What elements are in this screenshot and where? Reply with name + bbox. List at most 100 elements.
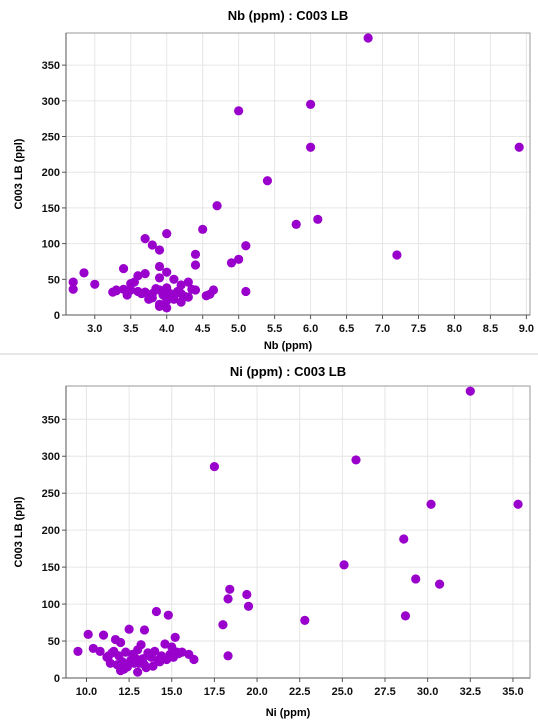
ni-x-tick-label: 22.5 (289, 686, 310, 698)
nb-data-point (363, 33, 373, 43)
nb-x-tick-label: 6.5 (339, 323, 354, 335)
nb-x-tick-label: 8.0 (447, 323, 462, 335)
ni-y-tick-label: 0 (54, 673, 60, 685)
nb-data-point (176, 297, 186, 307)
nb-x-tick-label: 7.0 (375, 323, 390, 335)
nb-data-point (172, 286, 183, 297)
nb-data-point (111, 285, 121, 295)
nb-y-tick-label: 50 (48, 274, 60, 286)
ni-data-point (339, 560, 349, 570)
ni-data-point (115, 637, 126, 648)
nb-data-point (198, 224, 208, 234)
ni-x-tick-label: 15.0 (161, 686, 182, 698)
nb-data-point (169, 274, 179, 284)
ni-data-point (300, 615, 310, 625)
ni-data-point (513, 499, 523, 509)
nb-data-point (190, 260, 201, 270)
nb-x-tick-label: 3.5 (123, 323, 138, 335)
nb-data-point (514, 142, 524, 152)
nb-y-tick-label: 300 (42, 96, 60, 108)
ni-data-point (218, 620, 228, 630)
nb-data-point (147, 240, 157, 250)
nb-data-point (162, 303, 172, 313)
nb-data-point (392, 250, 402, 260)
ni-y-tick-label: 350 (42, 414, 60, 426)
ni-plot-frame (65, 385, 531, 679)
nb-data-point (154, 261, 165, 272)
nb-y-tick-label: 250 (42, 132, 60, 144)
ni-data-point (242, 589, 252, 600)
nb-data-point (313, 214, 323, 224)
ni-y-tick-label: 50 (48, 636, 60, 648)
nb-data-point (262, 176, 273, 186)
nb-data-point (205, 289, 215, 299)
ni-data-point (426, 499, 436, 509)
nb-data-point (154, 273, 165, 283)
ni-chart-title: Ni (ppm) : C003 LB (230, 364, 346, 379)
ni-data-point (209, 461, 220, 472)
nb-data-point (68, 284, 78, 294)
nb-data-point (118, 263, 129, 274)
nb-data-point (291, 219, 301, 229)
nb-data-point (162, 267, 172, 277)
nb-data-point (169, 294, 179, 304)
ni-y-tick-label: 200 (42, 525, 60, 537)
ni-data-point (95, 646, 105, 656)
nb-chart-title: Nb (ppm) : C003 LB (228, 8, 349, 23)
ni-y-tick-label: 150 (42, 562, 60, 574)
ni-data-point (434, 579, 445, 589)
nb-data-point (154, 301, 165, 312)
nb-x-tick-label: 5.5 (267, 323, 282, 335)
ni-x-tick-label: 12.5 (118, 686, 139, 698)
ni-x-tick-label: 20.0 (246, 686, 267, 698)
nb-data-point (126, 278, 136, 289)
nb-y-tick-label: 200 (42, 167, 60, 179)
ni-y-axis-label: C003 LB (ppl) (13, 496, 25, 567)
nb-data-point (183, 277, 193, 287)
ni-data-point (243, 601, 254, 611)
nb-x-tick-label: 4.5 (195, 323, 210, 335)
nb-scatter-chart: Nb (ppm) : C003 LB 0 50 100 150 200 250 300 350 3… (0, 8, 538, 355)
ni-data-point (399, 534, 409, 544)
nb-data-point (190, 285, 201, 295)
nb-data-point (162, 229, 172, 239)
ni-data-point (225, 584, 235, 594)
nb-data-point (241, 241, 251, 251)
ni-data-point (139, 660, 150, 670)
ni-data-point (144, 651, 155, 661)
nb-y-axis-label: C003 LB (ppl) (13, 138, 25, 209)
nb-data-point (162, 283, 172, 293)
nb-x-axis-label: Nb (ppm) (264, 340, 313, 352)
ni-x-tick-label: 30.0 (417, 686, 438, 698)
ni-data-point (124, 624, 134, 634)
ni-x-tick-label: 10.0 (76, 686, 97, 698)
nb-data-point (162, 296, 172, 306)
ni-x-axis-label: Ni (ppm) (266, 707, 311, 719)
nb-data-point (151, 283, 161, 294)
nb-data-point (154, 245, 165, 255)
nb-data-point (212, 201, 222, 211)
ni-data-point (351, 455, 361, 465)
nb-y-tick-label: 350 (42, 60, 60, 72)
nb-data-point (305, 142, 316, 152)
nb-y-tick-label: 0 (54, 310, 60, 322)
nb-data-point (305, 99, 316, 109)
ni-data-point (158, 653, 168, 663)
nb-data-point (241, 286, 251, 297)
ni-data-point (115, 666, 126, 676)
ni-data-point (170, 632, 180, 642)
nb-data-point (79, 268, 89, 278)
nb-data-point (226, 258, 237, 268)
ni-data-point (465, 386, 475, 396)
nb-x-tick-label: 9.0 (519, 323, 534, 335)
ni-y-tick-label: 250 (42, 488, 60, 500)
nb-x-tick-label: 7.5 (411, 323, 426, 335)
ni-data-point (83, 629, 93, 639)
nb-x-tick-label: 3.0 (87, 323, 102, 335)
ni-x-tick-label: 17.5 (204, 686, 225, 698)
nb-data-point (140, 268, 150, 279)
ni-data-point (98, 630, 109, 640)
nb-data-point (234, 254, 244, 264)
nb-data-point (136, 288, 147, 299)
